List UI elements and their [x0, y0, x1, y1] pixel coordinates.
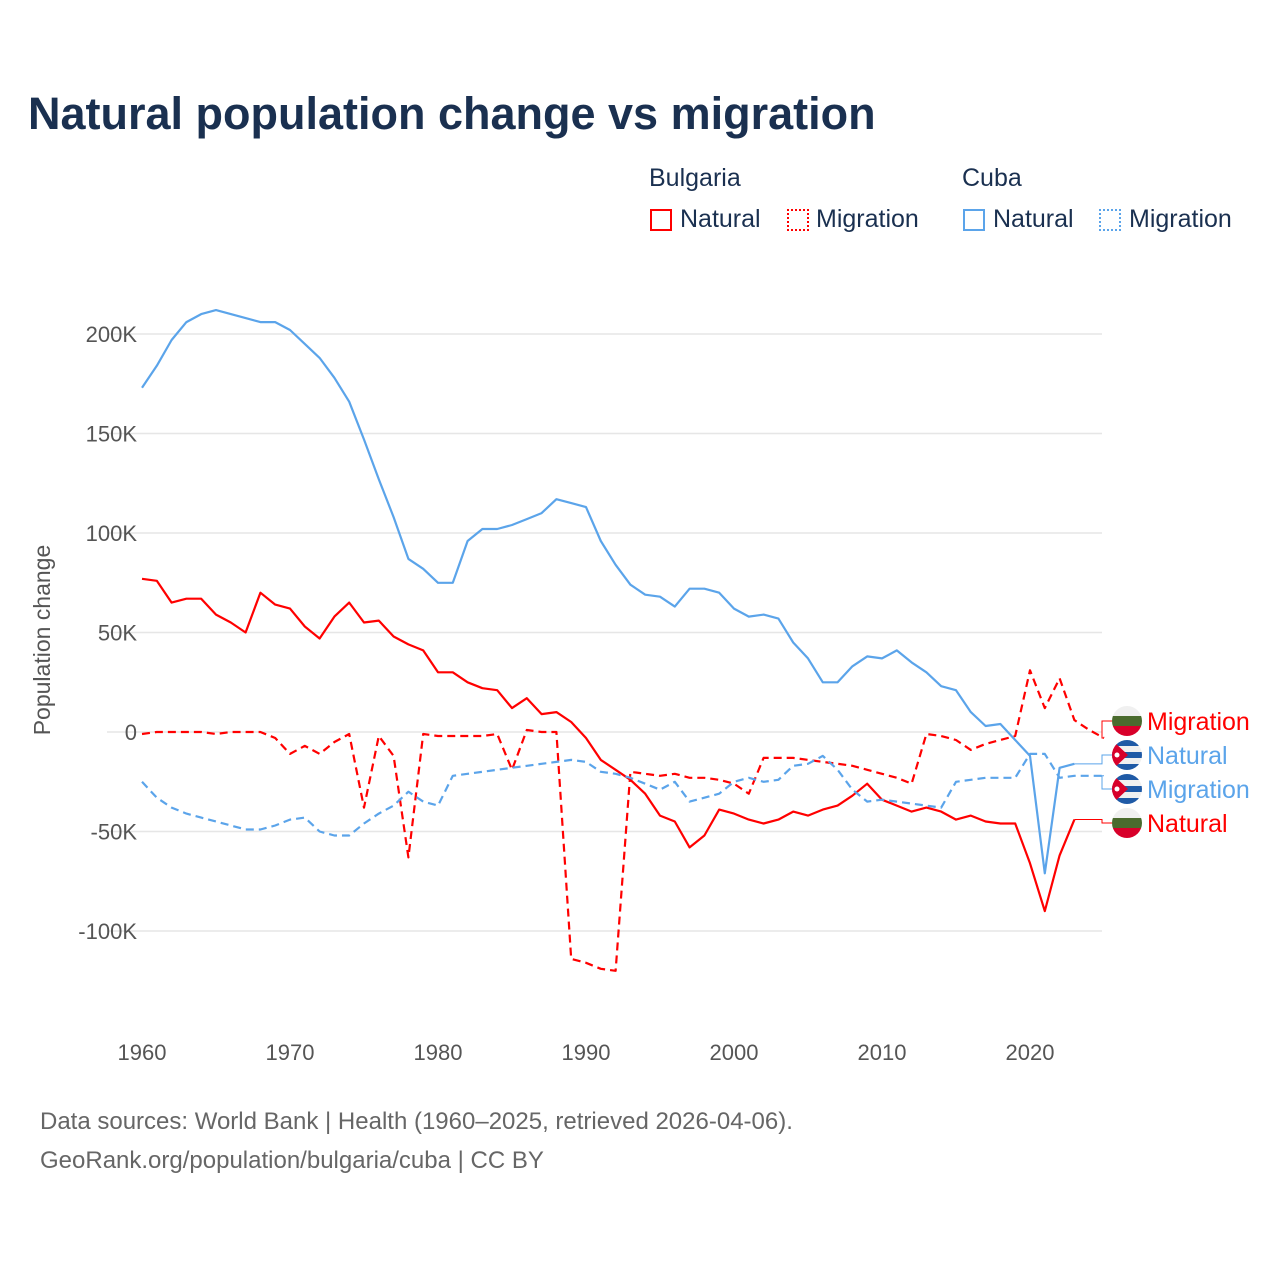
y-tick-label: -100K — [78, 919, 137, 944]
end-label-bulgaria-migration: Migration — [1147, 708, 1250, 736]
legend-swatch-cuba-migration — [1099, 209, 1121, 231]
series-line-cuba-natural — [141, 309, 1075, 875]
series-line-cuba-migration — [141, 752, 1104, 837]
x-tick-label: 1980 — [414, 1040, 463, 1065]
bulgaria-flag-icon — [1112, 706, 1142, 736]
end-label-cuba-migration: Migration — [1147, 776, 1250, 804]
y-tick-label: 50K — [98, 621, 137, 646]
legend-swatch-bulgaria-natural — [650, 209, 672, 231]
y-tick-label: 0 — [125, 720, 137, 745]
y-tick-label: 100K — [86, 521, 138, 546]
label-connector — [1074, 754, 1112, 765]
legend-group-bulgaria: Bulgaria — [649, 164, 741, 192]
label-connector — [1101, 720, 1112, 739]
x-tick-label: 2020 — [1006, 1040, 1055, 1065]
bulgaria-flag-icon — [1112, 808, 1142, 838]
end-label-bulgaria-natural: Natural — [1147, 810, 1228, 838]
x-tick-label: 1990 — [562, 1040, 611, 1065]
legend-swatch-bulgaria-migration — [787, 209, 809, 231]
label-connector — [1074, 819, 1112, 824]
x-tick-label: 1960 — [118, 1040, 167, 1065]
y-tick-label: 150K — [86, 422, 138, 447]
x-tick-label: 2000 — [710, 1040, 759, 1065]
label-connector — [1101, 775, 1112, 790]
x-tick-label: 1970 — [266, 1040, 315, 1065]
y-tick-label: -50K — [91, 820, 138, 845]
x-tick-label: 2010 — [858, 1040, 907, 1065]
legend-item-cuba-migration[interactable]: Migration — [1129, 205, 1232, 233]
chart-title: Natural population change vs migration — [28, 88, 876, 139]
legend-item-cuba-natural[interactable]: Natural — [993, 205, 1074, 233]
legend-item-bulgaria-migration[interactable]: Migration — [816, 205, 919, 233]
series-line-bulgaria-migration — [141, 669, 1105, 972]
end-label-cuba-natural: Natural — [1147, 742, 1228, 770]
legend-swatch-cuba-natural — [963, 209, 985, 231]
y-tick-label: 200K — [86, 322, 138, 347]
legend-item-bulgaria-natural[interactable]: Natural — [680, 205, 761, 233]
y-axis-label: Population change — [29, 545, 55, 736]
cuba-flag-icon — [1112, 740, 1142, 770]
legend-group-cuba: Cuba — [962, 164, 1022, 192]
series-line-bulgaria-natural — [141, 577, 1076, 913]
source-line-1: Data sources: World Bank | Health (1960–… — [40, 1108, 793, 1135]
source-line-2[interactable]: GeoRank.org/population/bulgaria/cuba | C… — [40, 1147, 544, 1174]
cuba-flag-icon — [1112, 774, 1142, 804]
